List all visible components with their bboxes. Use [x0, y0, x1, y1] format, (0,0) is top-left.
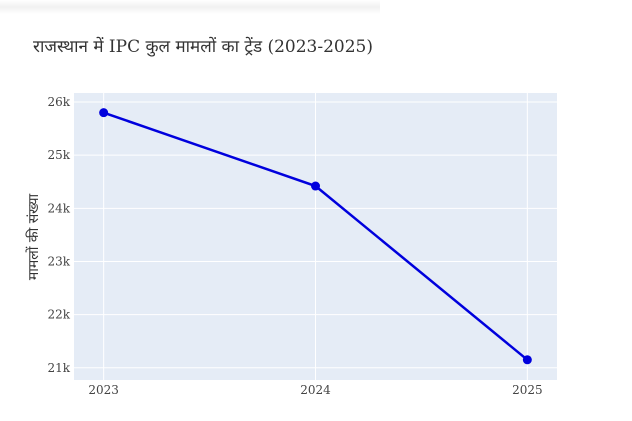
y-tick-label: 24k	[47, 201, 70, 215]
y-tick-label: 25k	[47, 148, 70, 162]
top-divider	[0, 0, 380, 14]
data-point	[99, 108, 109, 118]
y-tick-label: 23k	[47, 254, 70, 268]
y-tick-label: 26k	[47, 95, 70, 109]
x-tick-label: 2023	[88, 383, 119, 397]
y-tick-label: 21k	[47, 361, 70, 375]
data-point	[522, 355, 532, 365]
x-tick-label: 2024	[300, 383, 331, 397]
x-tick-label: 2025	[512, 383, 543, 397]
data-point	[311, 181, 320, 191]
y-tick-label: 22k	[47, 308, 70, 322]
y-axis-label: मामलों की संख्या	[25, 194, 42, 281]
chart-title: राजस्थान में IPC कुल मामलों का ट्रेंड (2…	[33, 37, 374, 57]
